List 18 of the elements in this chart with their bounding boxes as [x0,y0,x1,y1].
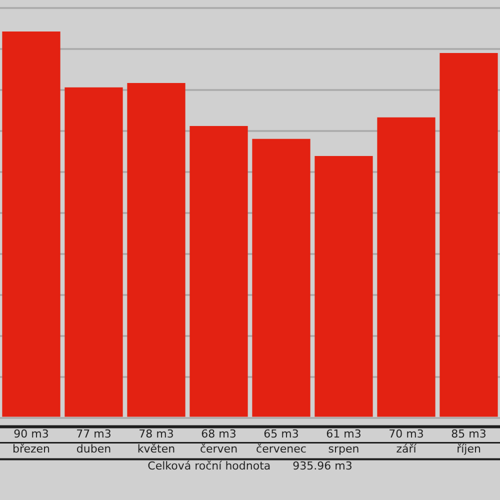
x-tick-label: červenec [256,442,306,456]
text: Celková roční hodnota [148,460,271,473]
x-tick-label: červen [200,442,238,456]
text: 935.96 m3 [292,460,352,473]
data-label: 90 m3 [14,428,49,441]
x-tick-label: duben [76,442,112,456]
data-label: 68 m3 [201,428,236,441]
data-label: 65 m3 [264,428,299,441]
data-label: 77 m3 [76,428,112,441]
x-tick-label: září [396,442,418,456]
data-label: 85 m3 [451,428,486,441]
x-tick-label: květen [137,442,176,456]
data-label: 78 m3 [138,428,174,441]
data-label: 70 m3 [388,428,424,441]
x-tick-label: říjen [456,442,481,456]
x-tick-label: srpen [328,442,360,456]
x-tick-label: březen [12,442,50,456]
data-label: 61 m3 [326,428,362,441]
